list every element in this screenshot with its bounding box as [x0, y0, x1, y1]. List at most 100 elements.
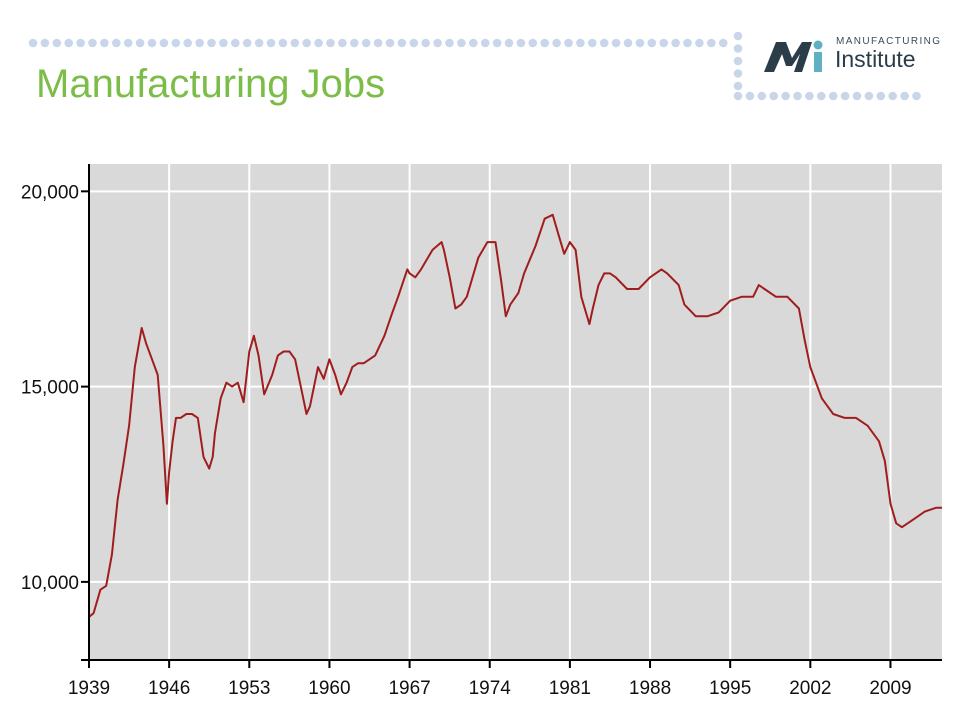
decorative-dot — [219, 38, 228, 48]
slide-title: Manufacturing Jobs — [36, 62, 386, 106]
decorative-dot — [528, 38, 538, 48]
decorative-dot — [135, 38, 145, 48]
y-tick-label: 20,000 — [21, 182, 79, 203]
decorative-dot — [28, 38, 38, 48]
decorative-dot — [361, 38, 371, 48]
decorative-dot — [88, 38, 97, 48]
decorative-dot — [769, 91, 778, 101]
decorative-dot — [576, 38, 585, 48]
decorative-dot — [433, 38, 442, 48]
decorative-dot — [171, 38, 181, 48]
decorative-dot — [912, 91, 921, 101]
decorative-dot — [805, 91, 814, 101]
decorative-dot — [242, 38, 252, 48]
decorative-dot — [840, 91, 850, 101]
decorative-dot — [623, 38, 633, 48]
decorative-dot — [254, 38, 264, 48]
x-tick-label: 1967 — [388, 678, 430, 699]
decorative-dot — [64, 38, 73, 48]
decorative-dot — [599, 38, 609, 48]
decorative-dot — [733, 91, 743, 101]
decorative-dot — [112, 38, 121, 48]
decorative-dot — [876, 91, 886, 101]
decorative-dot — [492, 38, 502, 48]
x-tick-label: 1974 — [469, 678, 512, 699]
decorative-dot — [480, 38, 490, 48]
decorative-dot — [647, 38, 657, 48]
decorative-dot — [564, 38, 573, 48]
x-tick-label: 1939 — [68, 678, 110, 699]
decorative-dot — [852, 91, 862, 101]
decorative-dot — [338, 38, 347, 48]
decorative-dot — [445, 38, 454, 48]
decorative-dot — [733, 69, 743, 78]
x-tick-label: 2009 — [869, 678, 911, 699]
decorative-dot — [326, 38, 335, 48]
plot-area — [89, 164, 942, 660]
decorative-dot — [350, 38, 359, 48]
x-tick-label: 1981 — [549, 678, 591, 699]
decorative-dot — [745, 91, 755, 101]
decorative-dot — [385, 38, 395, 48]
decorative-dot — [159, 38, 169, 48]
x-tick-label: 1953 — [228, 678, 270, 699]
decorative-dot — [695, 38, 704, 48]
decorative-dot — [290, 38, 300, 48]
decorative-dot — [733, 44, 743, 53]
decorative-dot — [540, 38, 549, 48]
decorative-dot — [397, 38, 407, 48]
x-tick-label: 1960 — [308, 678, 350, 699]
decorative-dot — [231, 38, 240, 48]
decorative-dot — [76, 38, 85, 48]
x-tick-label: 1946 — [148, 678, 190, 699]
decorative-dot — [52, 38, 62, 48]
decorative-dot-frame — [733, 31, 921, 101]
logo-top-text: MANUFACTURING — [836, 36, 942, 47]
mi-logo-mark-icon — [764, 40, 823, 72]
manufacturing-institute-logo: MANUFACTURING Institute — [762, 30, 952, 80]
decorative-dot — [147, 38, 157, 48]
decorative-dot — [195, 38, 204, 48]
decorative-dot — [781, 91, 790, 101]
decorative-dot — [373, 38, 383, 48]
decorative-dot — [733, 31, 743, 41]
decorative-dot — [900, 91, 909, 101]
decorative-dot — [40, 38, 50, 48]
decorative-dot — [659, 38, 668, 48]
decorative-dot — [302, 38, 312, 48]
decorative-dot — [635, 38, 645, 48]
decorative-dot — [183, 38, 192, 48]
decorative-dot — [864, 91, 874, 101]
decorative-dot — [457, 38, 466, 48]
x-tick-label: 1995 — [709, 678, 751, 699]
decorative-dot — [207, 38, 216, 48]
decorative-dot — [671, 38, 680, 48]
decorative-dot — [552, 38, 561, 48]
decorative-dot — [516, 38, 526, 48]
decorative-dot — [733, 56, 743, 66]
x-tick-label: 1988 — [629, 678, 671, 699]
decorative-dot-row — [28, 38, 728, 48]
decorative-dot — [421, 38, 431, 48]
decorative-dot — [100, 38, 109, 48]
x-tick-label: 2002 — [789, 678, 831, 699]
y-tick-label: 15,000 — [21, 378, 79, 399]
decorative-dot — [504, 38, 514, 48]
decorative-dot — [588, 38, 597, 48]
manufacturing-jobs-chart: 1939 1946 1953 1960 1967 1974 1981 1988 1995 2002… — [21, 164, 942, 699]
decorative-dot — [793, 91, 802, 101]
decorative-dot — [469, 38, 478, 48]
decorative-dot — [611, 38, 621, 48]
decorative-dot — [707, 38, 716, 48]
decorative-dot — [278, 38, 288, 48]
decorative-dot — [266, 38, 276, 48]
decorative-dot — [828, 91, 838, 101]
decorative-dot — [757, 91, 767, 101]
decorative-dot — [817, 91, 826, 101]
decorative-dot — [123, 38, 133, 48]
logo-main-text: Institute — [835, 46, 916, 72]
decorative-dot — [409, 38, 419, 48]
y-tick-label: 10,000 — [21, 573, 79, 594]
series-line-0 — [88, 213, 942, 618]
decorative-dot — [733, 81, 743, 91]
